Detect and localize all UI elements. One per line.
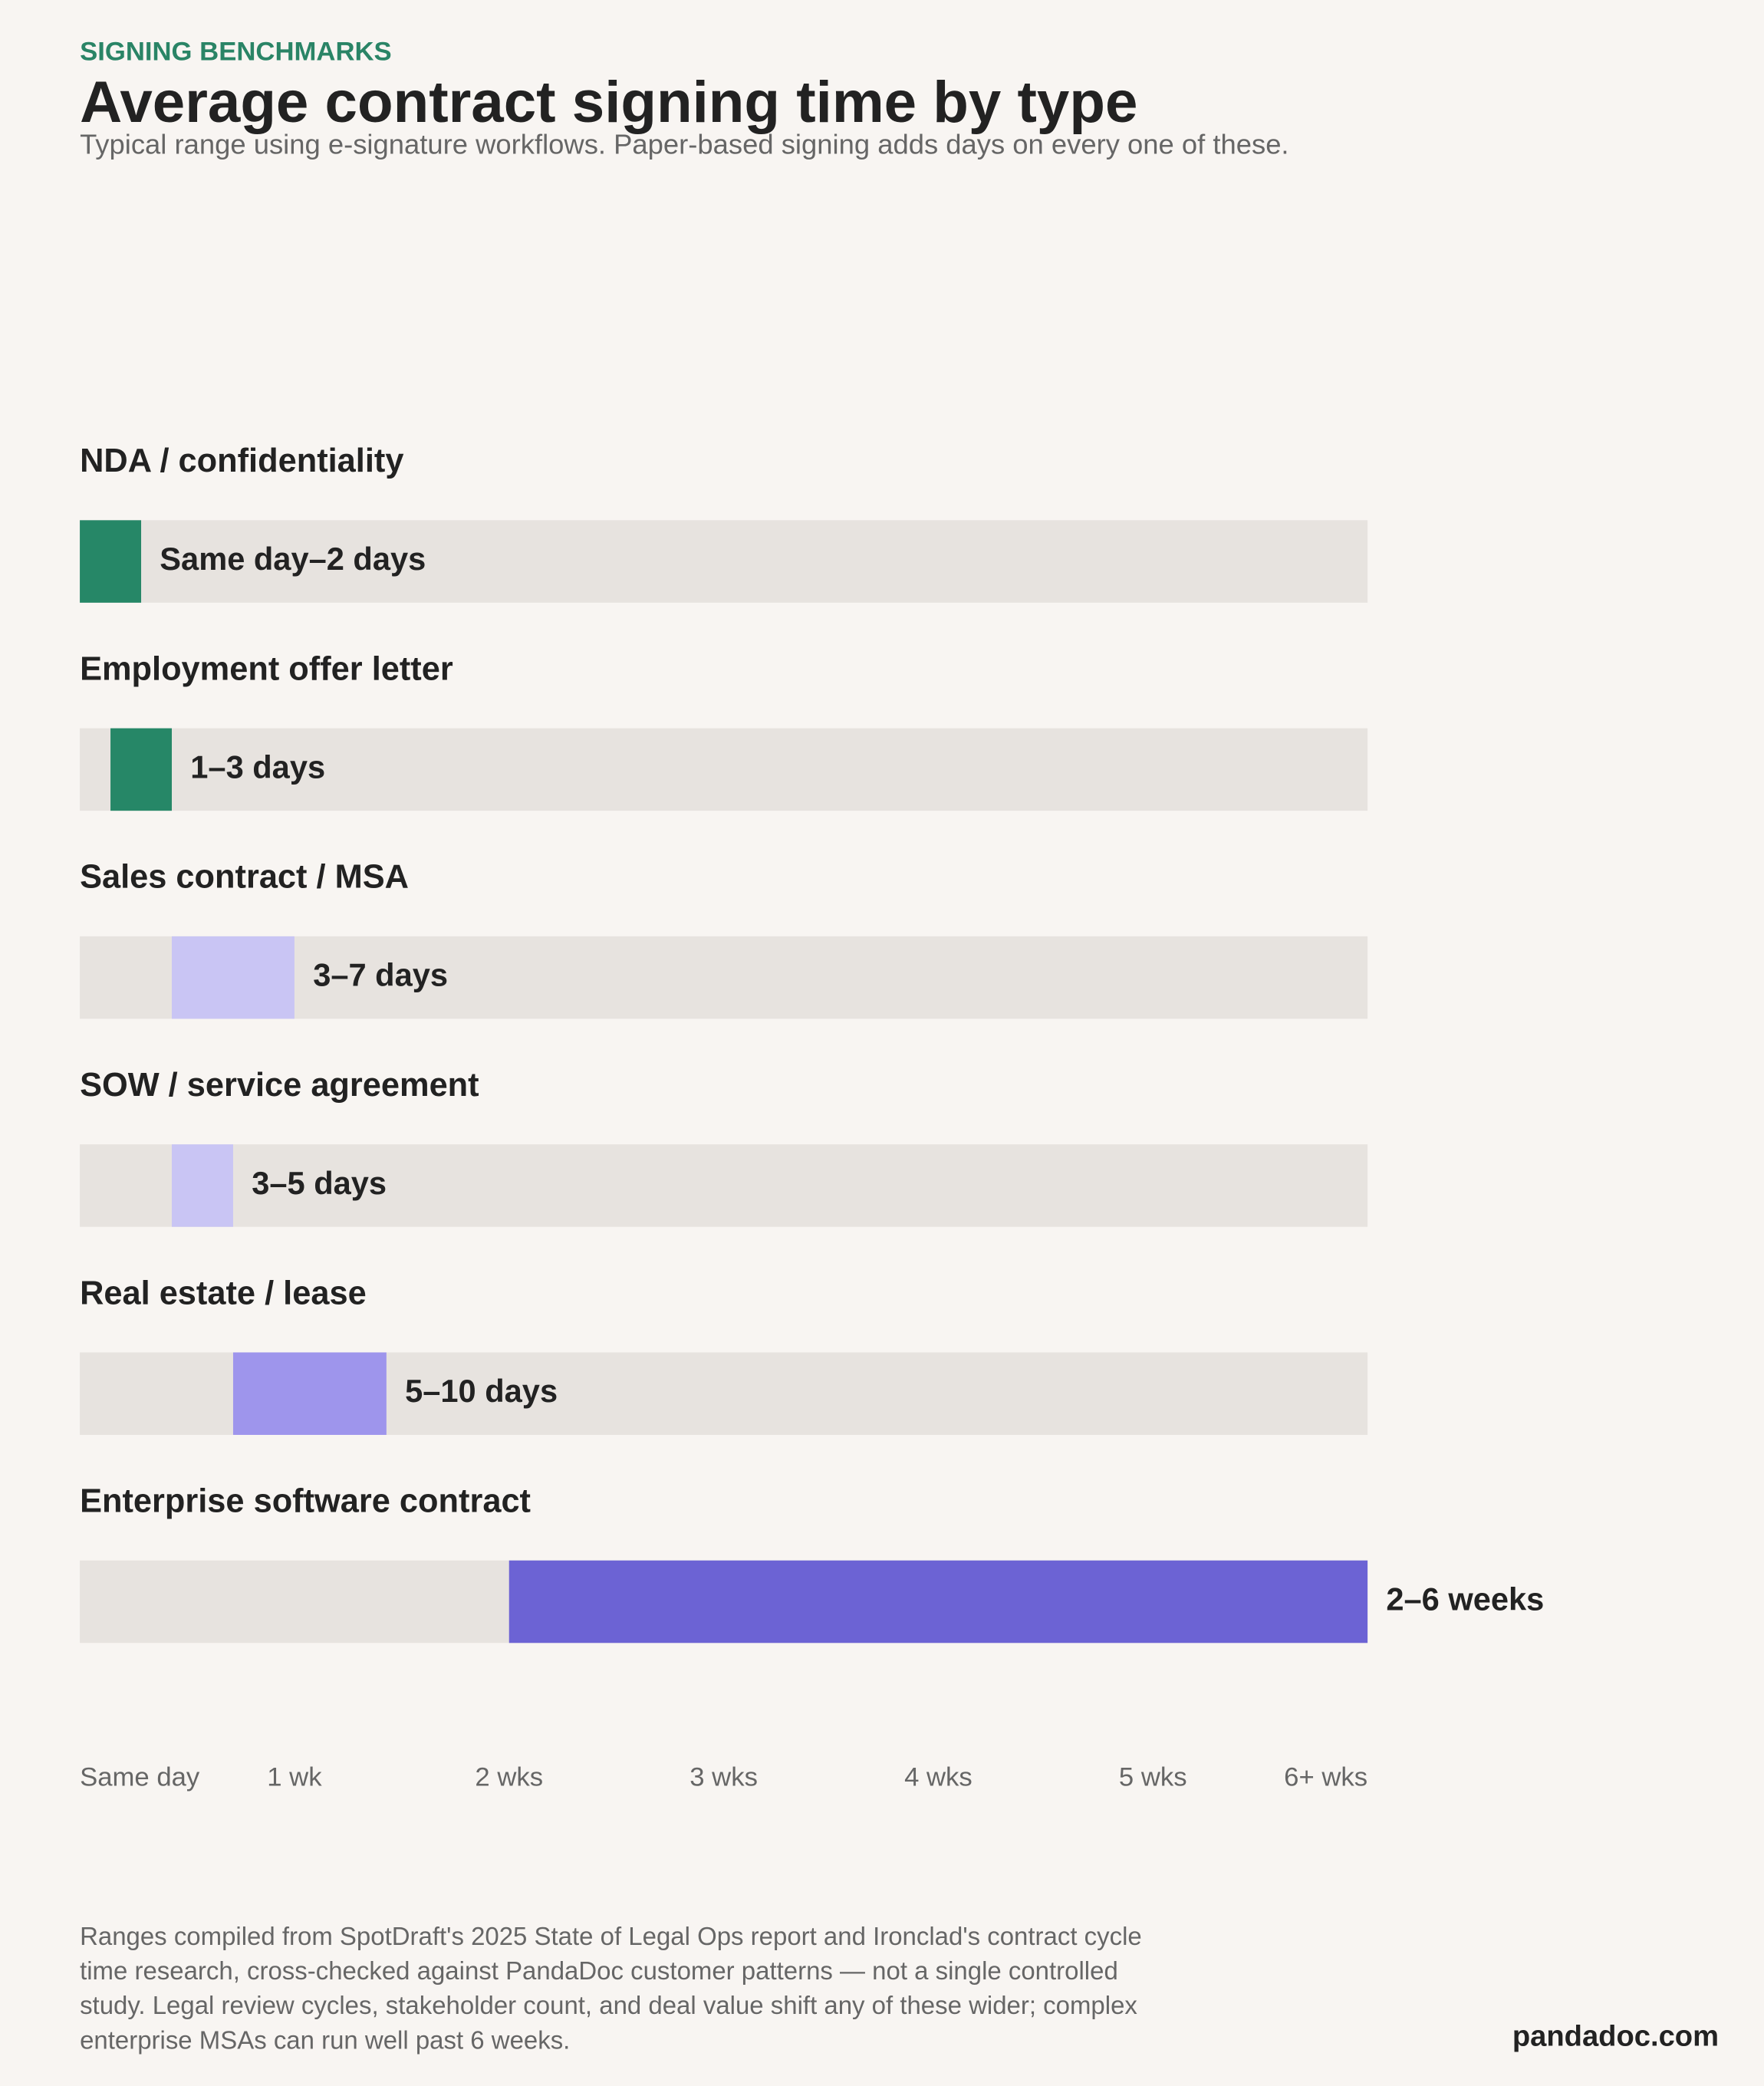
- x-tick-label: 4 wks: [904, 1762, 973, 1792]
- value-label: 1–3 days: [190, 749, 325, 785]
- track: [80, 520, 1368, 603]
- chart-title: Average contract signing time by type: [80, 70, 1137, 135]
- category-label: Enterprise software contract: [80, 1483, 531, 1520]
- value-label: 3–5 days: [252, 1165, 387, 1201]
- track: [80, 728, 1368, 811]
- category-label: Sales contract / MSA: [80, 859, 409, 896]
- value-label: 2–6 weeks: [1386, 1581, 1544, 1617]
- range-bar: [110, 728, 173, 811]
- category-label: Real estate / lease: [80, 1275, 367, 1311]
- eyebrow: SIGNING BENCHMARKS: [80, 38, 392, 67]
- range-bar: [172, 936, 295, 1019]
- x-tick-label: 2 wks: [475, 1762, 543, 1792]
- range-bar: [172, 1144, 233, 1227]
- x-tick-label: 6+ wks: [1284, 1762, 1367, 1792]
- brand: pandadoc.com: [1512, 2020, 1719, 2053]
- category-label: SOW / service agreement: [80, 1067, 479, 1104]
- category-label: Employment offer letter: [80, 650, 453, 687]
- subtitle: Typical range using e-signature workflow…: [80, 129, 1289, 160]
- range-bar: [232, 1352, 387, 1435]
- x-tick-label: 3 wks: [689, 1762, 758, 1792]
- x-tick-label: Same day: [80, 1762, 200, 1792]
- value-label: Same day–2 days: [160, 541, 426, 577]
- footnote: Ranges compiled from SpotDraft's 2025 St…: [80, 1923, 1142, 2055]
- track: [80, 1144, 1368, 1227]
- category-label: NDA / confidentiality: [80, 443, 403, 479]
- value-label: 5–10 days: [405, 1373, 558, 1409]
- x-tick-label: 5 wks: [1119, 1762, 1187, 1792]
- x-tick-label: 1 wk: [267, 1762, 322, 1792]
- value-label: 3–7 days: [313, 957, 448, 993]
- range-bar: [80, 520, 142, 603]
- range-bar: [508, 1560, 1368, 1643]
- footnote-box: Ranges compiled from SpotDraft's 2025 St…: [80, 1923, 1142, 2055]
